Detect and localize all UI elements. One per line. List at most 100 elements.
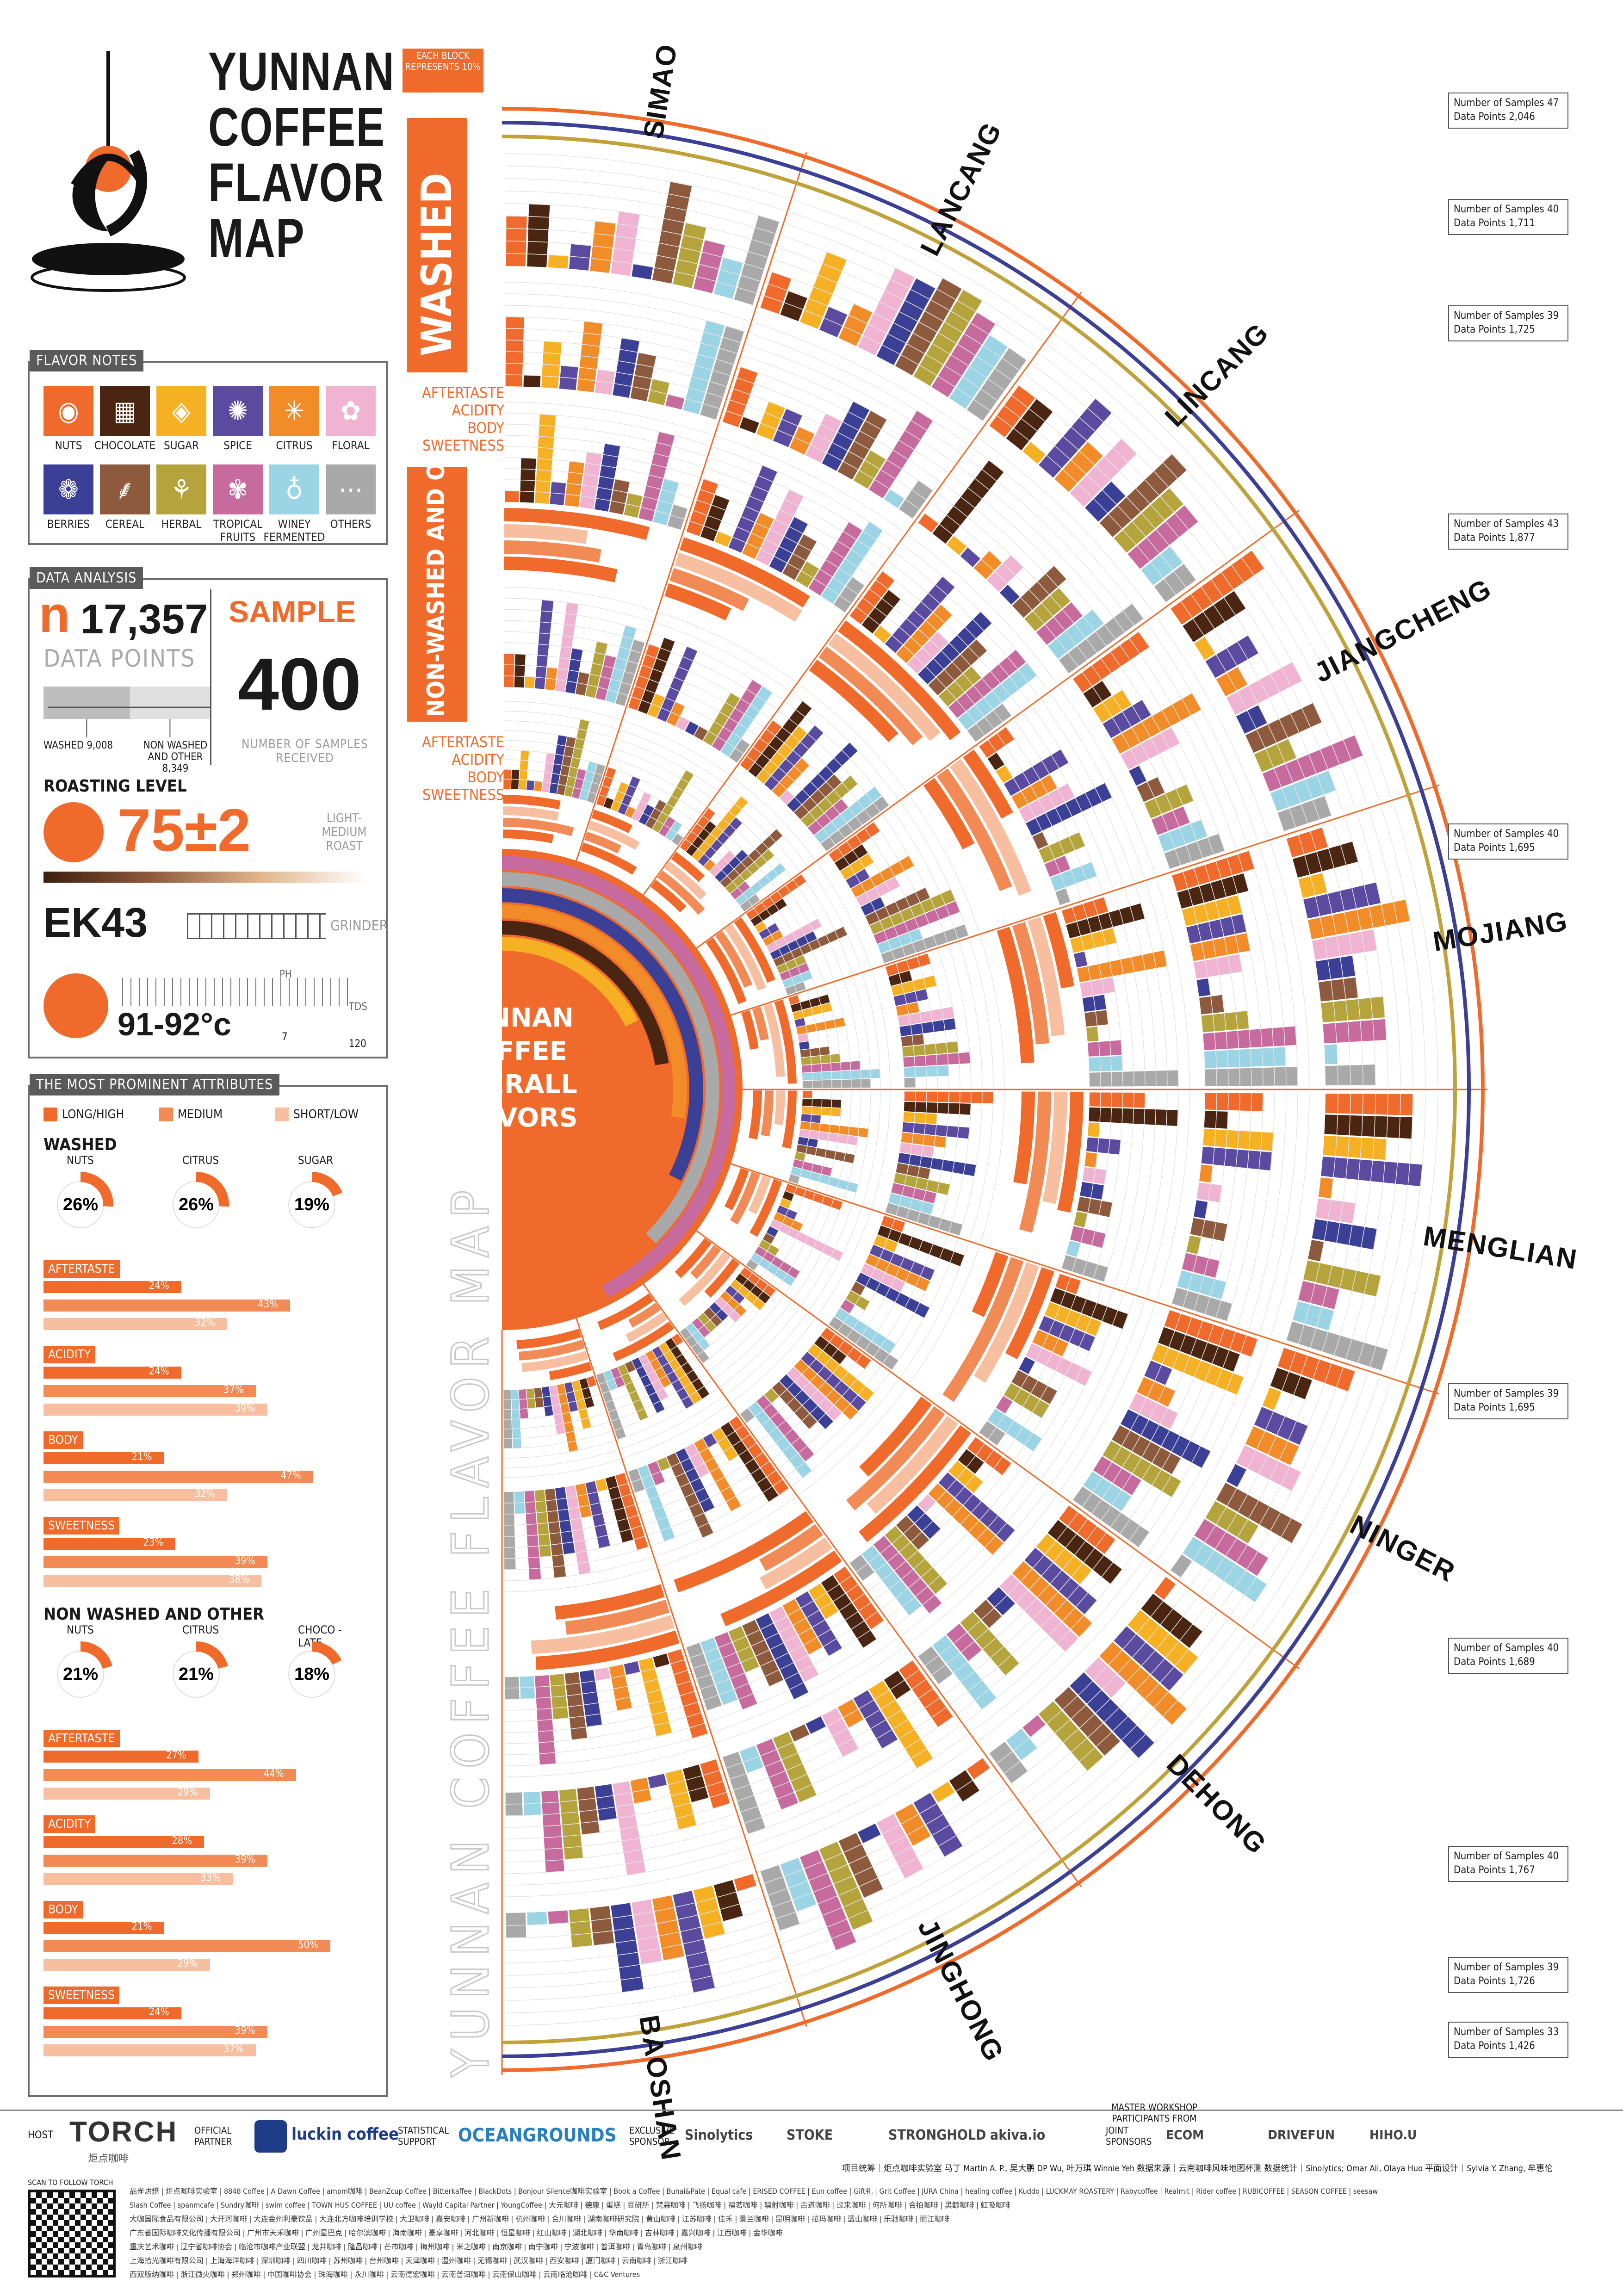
- grid-ring: [1381, 807, 1426, 1086]
- grid-ring: [875, 579, 1012, 717]
- flavor-bar: [694, 726, 708, 741]
- grid-ring: [792, 1380, 899, 1486]
- grid-ring: [605, 776, 695, 823]
- flavor-bar: [613, 338, 640, 398]
- flavor-bar: [720, 1291, 747, 1317]
- flavor-bar: [876, 278, 935, 365]
- outer-ring: [502, 107, 1485, 2072]
- attribute-arc: [859, 1396, 932, 1477]
- flavor-bar: [902, 1041, 959, 1057]
- nonwashed-band-label: NON-WASHED AND OTHER: [422, 398, 450, 717]
- donut-chart: 18%: [288, 1641, 342, 1698]
- flavor-bar: [682, 1764, 709, 1803]
- grid-ring: [685, 1273, 753, 1340]
- attribute-name: BODY: [43, 1431, 83, 1449]
- grinder-label: GRINDER: [330, 918, 388, 934]
- grid-ring: [617, 739, 718, 791]
- grid-ring: [1050, 1301, 1145, 1485]
- grid-ring: [505, 282, 749, 321]
- attribute-arc: [690, 1244, 721, 1279]
- flavor-bar: [720, 686, 773, 757]
- grid-ring: [980, 936, 1005, 1088]
- note-label: BERRIES: [47, 518, 90, 531]
- grid-ring: [1321, 1093, 1363, 1353]
- attributes-heading: THE MOST PROMINENT ATTRIBUTES: [30, 1074, 280, 1095]
- grid-ring: [806, 991, 823, 1089]
- flavor-notes-heading: FLAVOR NOTES: [30, 350, 144, 371]
- attribute-arc: [588, 820, 640, 850]
- flavor-bar: [773, 408, 803, 447]
- sample-count: Number of Samples 40: [1454, 828, 1559, 840]
- grid-ring: [1215, 1092, 1252, 1318]
- grid-ring: [503, 711, 618, 730]
- grid-ring: [1251, 549, 1380, 801]
- attribute-bar: [43, 1940, 330, 1952]
- flavor-bar: [779, 790, 794, 805]
- attribute-pct: 23%: [143, 1537, 164, 1548]
- sponsor-label: EXCLUSIVE SPONSOR: [629, 2125, 675, 2147]
- flavor-bar: [814, 1336, 847, 1365]
- grid-ring: [772, 1360, 872, 1460]
- grid-ring: [938, 494, 1098, 654]
- grid-ring: [917, 1091, 938, 1223]
- flavor-bar: [611, 1903, 644, 1993]
- donut-value: 26%: [179, 1195, 214, 1214]
- flavor-bar: [838, 1832, 883, 1898]
- flavor-bar: [1084, 481, 1126, 522]
- sample-box: Number of Samples 39 Data Points 1,695: [1448, 1383, 1568, 1419]
- flavor-bar: [1154, 563, 1196, 602]
- grid-ring: [504, 1557, 652, 1581]
- grid-ring: [641, 664, 764, 727]
- flavor-bar: [851, 1281, 866, 1296]
- flavor-bar: [776, 955, 806, 974]
- attribute-pct: 38%: [229, 1574, 250, 1585]
- grid-ring: [843, 1091, 861, 1200]
- attribute-arc: [584, 831, 622, 854]
- flavor-bar: [762, 1233, 775, 1244]
- grid-ring: [691, 1278, 761, 1348]
- grid-ring: [504, 1546, 649, 1570]
- grid-ring: [696, 499, 865, 586]
- attribute-pct: 37%: [223, 1384, 244, 1396]
- grid-ring: [987, 739, 1071, 903]
- attribute-bar: [43, 1281, 181, 1293]
- attribute-bar: [43, 1385, 256, 1397]
- flavor-bar: [932, 460, 1004, 544]
- sponsor-logo: akiva.io: [990, 2127, 1046, 2143]
- grid-ring: [767, 283, 998, 402]
- donut-value: 19%: [294, 1195, 329, 1214]
- attribute-bar: [43, 2026, 267, 2038]
- legend-swatch: [159, 1108, 173, 1121]
- grid-ring: [1119, 1327, 1226, 1535]
- flavor-bar: [686, 479, 719, 536]
- donut-value: 21%: [63, 1665, 98, 1684]
- flavor-bar: [769, 1606, 819, 1682]
- grid-ring: [882, 1469, 1021, 1609]
- flavor-bar: [638, 1657, 672, 1737]
- sample-box: Number of Samples 47 Data Points 2,046: [1448, 93, 1568, 129]
- grid-ring: [503, 675, 629, 696]
- flavor-bar: [946, 1623, 982, 1661]
- grid-ring: [868, 588, 1004, 723]
- grid-ring: [1124, 890, 1157, 1087]
- flavor-bar: [557, 1384, 578, 1452]
- grid-ring: [725, 410, 920, 510]
- grid-ring: [1119, 644, 1226, 852]
- grid-ring: [1055, 334, 1258, 537]
- flavor-bar: [1254, 739, 1297, 772]
- roast-gradient-bar: [43, 872, 367, 883]
- attribute-name: SWEETNESS: [43, 1987, 119, 2004]
- grid-ring: [505, 1836, 742, 1874]
- participants-1: 品雀烘焙 | 炬点咖啡实验室 | 8848 Coffee | A Dawn Co…: [130, 2187, 1378, 2196]
- grid-ring: [1100, 658, 1203, 859]
- region-divider: [576, 152, 807, 861]
- flavor-bar: [1073, 951, 1088, 968]
- grid-ring: [862, 974, 881, 1088]
- flavor-bar: [1059, 1505, 1115, 1554]
- flavor-bar: [801, 1352, 867, 1411]
- grid-ring: [882, 570, 1021, 710]
- grid-ring: [1023, 713, 1113, 889]
- grid-ring: [1003, 404, 1187, 588]
- flavor-bar: [714, 531, 732, 547]
- herbal-icon: ⚘: [156, 464, 206, 514]
